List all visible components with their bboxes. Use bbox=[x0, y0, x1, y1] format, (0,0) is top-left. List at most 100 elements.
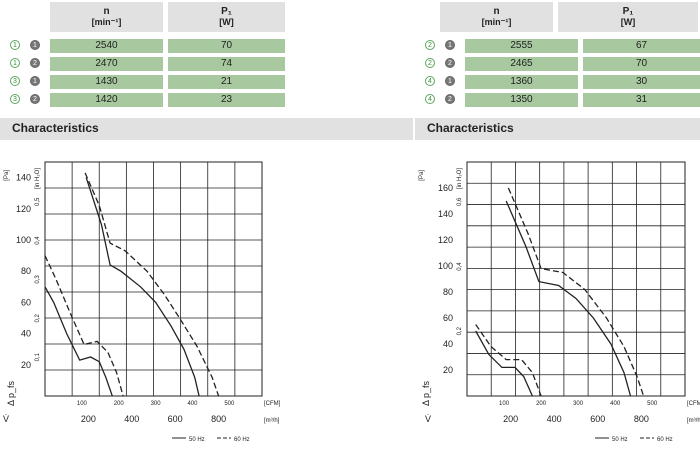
section-title: Characteristics bbox=[12, 121, 99, 135]
x-tick-label-m3h: 200 bbox=[503, 414, 518, 424]
plot-area bbox=[466, 161, 686, 397]
section-title: Characteristics bbox=[427, 121, 514, 135]
y-tick-label-pa: 40 bbox=[21, 329, 31, 339]
table-row: 3 1 1430 21 bbox=[0, 75, 300, 89]
y-tick-label-pa: 40 bbox=[443, 339, 453, 349]
x-tick-label-cfm: 500 bbox=[224, 401, 235, 407]
frequency-marker: 1 bbox=[30, 76, 40, 86]
legend-label-50hz: 50 Hz bbox=[189, 437, 205, 443]
table-row: 2 2 2465 70 bbox=[415, 57, 700, 71]
speed-value: 1420 bbox=[50, 93, 163, 107]
y-tick-label-pa: 100 bbox=[16, 235, 31, 245]
x-axis-label: V̇ bbox=[425, 414, 431, 424]
y-unit-inh2o: [in H₂O] bbox=[457, 168, 463, 189]
legend-label-60hz: 60 Hz bbox=[657, 437, 673, 443]
x-unit-m3h: [m³/h] bbox=[264, 418, 280, 424]
header-power-label: P₁ bbox=[622, 6, 634, 17]
curve-marker: 1 bbox=[10, 58, 20, 68]
left-characteristics-chart: 20 40 60 80 100 120 140 [Pa] 0,1 0,2 0,3 0,4 0,5 [in … bbox=[0, 150, 300, 445]
x-tick-label-m3h: 200 bbox=[81, 414, 96, 424]
frequency-marker: 1 bbox=[445, 40, 455, 50]
x-tick-label-cfm: 100 bbox=[499, 401, 510, 407]
x-tick-label-cfm: 300 bbox=[573, 401, 584, 407]
header-power-label: P₁ bbox=[221, 6, 232, 17]
speed-value: 2470 bbox=[50, 57, 163, 71]
curve-1-50hz bbox=[85, 177, 200, 397]
power-value: 31 bbox=[583, 93, 700, 107]
x-tick-label-m3h: 800 bbox=[634, 414, 649, 424]
y-tick-label-inh2o: 0,2 bbox=[35, 313, 41, 322]
speed-value: 1360 bbox=[465, 75, 578, 89]
header-speed-label: n bbox=[103, 6, 110, 17]
frequency-marker: 2 bbox=[30, 94, 40, 104]
curve-3-60hz bbox=[44, 255, 124, 397]
curve-marker: 3 bbox=[10, 76, 20, 86]
y-tick-label-pa: 120 bbox=[438, 235, 453, 245]
header-speed-unit: [min⁻¹] bbox=[481, 17, 512, 27]
x-tick-label-m3h: 600 bbox=[590, 414, 605, 424]
header-power: P₁ [W] bbox=[168, 2, 285, 32]
y-tick-label-inh2o: 0,1 bbox=[35, 352, 41, 361]
speed-value: 2465 bbox=[465, 57, 578, 71]
frequency-marker: 2 bbox=[445, 94, 455, 104]
x-tick-label-m3h: 600 bbox=[168, 414, 183, 424]
curve-marker: 2 bbox=[425, 58, 435, 68]
frequency-marker: 1 bbox=[445, 76, 455, 86]
table-row: 1 1 2540 70 bbox=[0, 39, 300, 53]
x-tick-label-m3h: 800 bbox=[211, 414, 226, 424]
table-row: 2 1 2555 67 bbox=[415, 39, 700, 53]
x-unit-cfm: [CFM] bbox=[687, 401, 700, 407]
power-value: 30 bbox=[583, 75, 700, 89]
power-value: 70 bbox=[168, 39, 285, 53]
left-chart-svg: 20 40 60 80 100 120 140 [Pa] 0,1 0,2 0,3 0,4 0,5 [in … bbox=[3, 161, 281, 443]
curve-marker: 1 bbox=[10, 40, 20, 50]
power-value: 23 bbox=[168, 93, 285, 107]
y-tick-label-pa: 80 bbox=[443, 287, 453, 297]
y-tick-label-pa: 160 bbox=[438, 183, 453, 193]
x-tick-label-m3h: 400 bbox=[547, 414, 562, 424]
y-tick-label-pa: 20 bbox=[21, 360, 31, 370]
legend-label-50hz: 50 Hz bbox=[612, 437, 628, 443]
header-speed-label: n bbox=[493, 6, 500, 17]
speed-value: 1430 bbox=[50, 75, 163, 89]
y-unit-pa: [Pa] bbox=[419, 170, 425, 181]
x-tick-label-cfm: 200 bbox=[114, 401, 125, 407]
power-value: 67 bbox=[583, 39, 700, 53]
speed-value: 1350 bbox=[465, 93, 578, 107]
table-row: 4 2 1350 31 bbox=[415, 93, 700, 107]
y-tick-label-pa: 100 bbox=[438, 261, 453, 271]
y-tick-label-pa: 120 bbox=[16, 204, 31, 214]
curve-marker: 4 bbox=[425, 94, 435, 104]
y-axis-label: Δ p_fs bbox=[6, 380, 16, 406]
y-unit-pa: [Pa] bbox=[4, 170, 10, 181]
frequency-marker: 2 bbox=[30, 58, 40, 68]
curve-marker: 2 bbox=[425, 40, 435, 50]
x-tick-label-m3h: 400 bbox=[124, 414, 139, 424]
x-tick-label-cfm: 300 bbox=[151, 401, 162, 407]
legend-label-60hz: 60 Hz bbox=[234, 437, 250, 443]
header-speed: n [min⁻¹] bbox=[50, 2, 163, 32]
y-tick-label-pa: 140 bbox=[438, 209, 453, 219]
curve-marker: 4 bbox=[425, 76, 435, 86]
header-power: P₁ [W] bbox=[558, 2, 698, 32]
section-band-left: Characteristics bbox=[0, 118, 413, 140]
y-tick-label-pa: 60 bbox=[21, 297, 31, 307]
right-characteristics-chart: 20 40 60 80 100 120 140 160 [Pa] 0,2 0,4 0,6 [in H₂O… bbox=[415, 150, 700, 445]
header-speed-unit: [min⁻¹] bbox=[91, 17, 122, 27]
power-value: 74 bbox=[168, 57, 285, 71]
curve-4-60hz bbox=[475, 324, 542, 397]
table-row: 1 2 2470 74 bbox=[0, 57, 300, 71]
right-chart-svg: 20 40 60 80 100 120 140 160 [Pa] 0,2 0,4 0,6 [in H₂O… bbox=[419, 161, 700, 443]
curve-4-50hz bbox=[475, 330, 533, 397]
curve-2-60hz bbox=[84, 172, 220, 397]
frequency-marker: 1 bbox=[30, 40, 40, 50]
header-power-unit: [W] bbox=[219, 17, 234, 27]
y-tick-label-pa: 140 bbox=[16, 173, 31, 183]
x-unit-cfm: [CFM] bbox=[264, 401, 281, 407]
y-axis-label: Δ p_fs bbox=[421, 380, 431, 406]
y-unit-inh2o: [in H₂O] bbox=[35, 168, 41, 189]
x-tick-label-cfm: 200 bbox=[536, 401, 547, 407]
curve-2-50hz bbox=[505, 200, 632, 397]
y-tick-label-inh2o: 0,4 bbox=[457, 262, 463, 271]
header-speed: n [min⁻¹] bbox=[440, 2, 553, 32]
